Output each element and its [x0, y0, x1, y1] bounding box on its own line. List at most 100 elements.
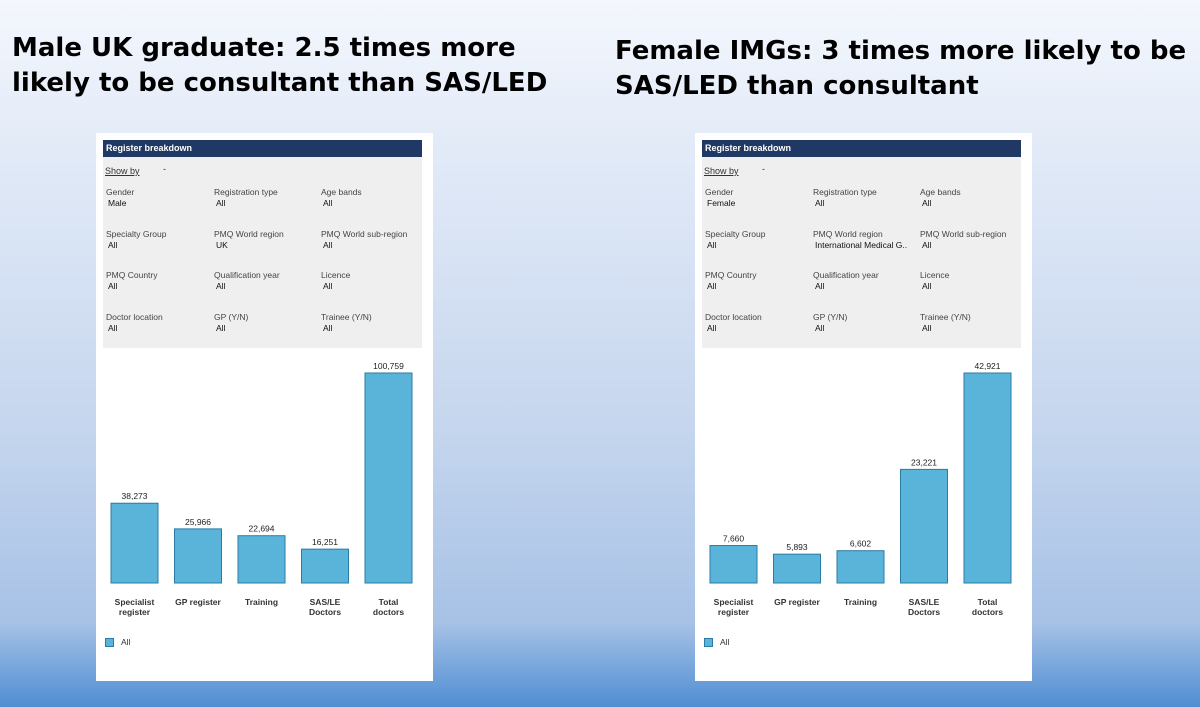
filter-label: PMQ World region: [214, 228, 284, 239]
legend-label: All: [720, 637, 730, 647]
filter-age-bands[interactable]: Age bands All: [318, 187, 422, 229]
filter-label: Doctor location: [106, 311, 163, 322]
bar-data-label: 16,251: [312, 537, 338, 547]
filter-specialty-group[interactable]: Specialty Group All: [103, 229, 211, 271]
bar-total-doctors[interactable]: [364, 372, 413, 584]
filter-registration-type[interactable]: Registration type All: [810, 187, 917, 229]
bar-training[interactable]: [237, 535, 286, 584]
bar-data-label: 100,759: [373, 361, 404, 371]
bar-data-label: 22,694: [249, 524, 275, 534]
filter-area: Show by - Gender Male Registration type Al…: [103, 157, 422, 348]
x-axis-category-label: SAS/LE: [909, 597, 940, 607]
bar-sas-le-doctors[interactable]: [301, 548, 349, 584]
legend-swatch: [105, 638, 114, 647]
show-by-label[interactable]: Show by: [704, 166, 739, 176]
filter-label: Specialty Group: [705, 228, 766, 239]
filter-label: Registration type: [813, 187, 877, 197]
filter-qualification-year[interactable]: Qualification year All: [810, 270, 917, 312]
filter-registration-type[interactable]: Registration type All: [211, 187, 318, 229]
filter-area: Show by - Gender Female Registration type…: [702, 157, 1021, 348]
left-slide-title: Male UK graduate: 2.5 times more likely …: [12, 33, 548, 98]
bar-gp-register[interactable]: [773, 553, 821, 584]
bar-total-doctors[interactable]: [963, 372, 1012, 584]
filter-value: Female: [707, 198, 736, 208]
filter-trainee[interactable]: Trainee (Y/N) All: [917, 312, 1021, 354]
filter-value: UK: [216, 239, 228, 250]
bar-data-label: 38,273: [122, 491, 148, 501]
bar-training[interactable]: [836, 550, 885, 584]
x-axis-category-label: register: [718, 607, 750, 617]
panel-header: Register breakdown: [702, 140, 1021, 157]
filter-pmq-country[interactable]: PMQ Country All: [103, 270, 211, 312]
filter-licence[interactable]: Licence All: [318, 270, 422, 312]
x-axis-category-label: Training: [844, 597, 877, 607]
filter-value: All: [815, 281, 825, 291]
filter-gp[interactable]: GP (Y/N) All: [211, 312, 318, 354]
filter-label: Licence: [321, 270, 351, 280]
bar-specialist-register[interactable]: [709, 545, 758, 584]
filter-gp[interactable]: GP (Y/N) All: [810, 312, 917, 354]
filter-grid: Gender Male Registration type All Age band…: [103, 187, 422, 353]
x-axis-category-label: doctors: [373, 607, 404, 617]
filter-label: Specialty Group: [106, 228, 167, 239]
filter-gender[interactable]: Gender Male: [103, 187, 211, 229]
bar-specialist-register[interactable]: [110, 502, 159, 584]
x-axis-category-label: Training: [245, 597, 278, 607]
filter-doctor-location[interactable]: Doctor location All: [702, 312, 810, 354]
filter-value: All: [323, 239, 333, 250]
filter-pmq-world-region[interactable]: PMQ World region International Medical G.…: [810, 229, 917, 271]
filter-label: Gender: [705, 187, 734, 197]
filter-pmq-world-sub-region[interactable]: PMQ World sub-region All: [318, 229, 422, 271]
filter-value: All: [922, 239, 932, 250]
filter-value: All: [108, 322, 118, 333]
filter-value: Male: [108, 198, 127, 208]
filter-value: All: [323, 322, 333, 333]
filter-label: Trainee (Y/N): [920, 311, 971, 322]
filter-value: All: [815, 198, 825, 208]
show-by-label[interactable]: Show by: [105, 166, 140, 176]
x-axis-category-label: Total: [978, 597, 998, 607]
filter-pmq-world-sub-region[interactable]: PMQ World sub-region All: [917, 229, 1021, 271]
filter-label: PMQ Country: [705, 270, 757, 280]
x-axis-category-label: Specialist: [115, 597, 155, 607]
show-by-value[interactable]: -: [163, 164, 166, 174]
filter-value: All: [216, 198, 226, 208]
filter-label: Age bands: [321, 187, 362, 197]
filter-label: Doctor location: [705, 311, 762, 322]
filter-value: All: [922, 322, 932, 333]
filter-doctor-location[interactable]: Doctor location All: [103, 312, 211, 354]
filter-value: All: [922, 281, 932, 291]
filter-label: GP (Y/N): [813, 311, 848, 322]
panel-header: Register breakdown: [103, 140, 422, 157]
filter-label: Licence: [920, 270, 950, 280]
filter-pmq-country[interactable]: PMQ Country All: [702, 270, 810, 312]
x-axis-category-label: Doctors: [908, 607, 940, 617]
register-breakdown-panel-female-img: Register breakdown Show by - Gender Femal…: [695, 133, 1032, 681]
filter-value: All: [216, 322, 226, 333]
filter-value: All: [707, 239, 717, 250]
filter-value: All: [108, 239, 118, 250]
bar-data-label: 42,921: [975, 361, 1001, 371]
filter-specialty-group[interactable]: Specialty Group All: [702, 229, 810, 271]
filter-gender[interactable]: Gender Female: [702, 187, 810, 229]
filter-value: All: [323, 281, 333, 291]
filter-trainee[interactable]: Trainee (Y/N) All: [318, 312, 422, 354]
filter-qualification-year[interactable]: Qualification year All: [211, 270, 318, 312]
x-axis-category-label: GP register: [774, 597, 820, 607]
filter-grid: Gender Female Registration type All Age ba…: [702, 187, 1021, 353]
bar-gp-register[interactable]: [174, 528, 222, 584]
filter-label: Qualification year: [813, 270, 879, 280]
filter-label: Qualification year: [214, 270, 280, 280]
filter-value: International Medical G..: [815, 239, 908, 250]
filter-licence[interactable]: Licence All: [917, 270, 1021, 312]
filter-pmq-world-region[interactable]: PMQ World region UK: [211, 229, 318, 271]
filter-age-bands[interactable]: Age bands All: [917, 187, 1021, 229]
bar-sas-le-doctors[interactable]: [900, 468, 948, 584]
filter-label: PMQ World sub-region: [321, 228, 408, 239]
x-axis-category-label: Doctors: [309, 607, 341, 617]
x-axis-category-label: doctors: [972, 607, 1003, 617]
show-by-value[interactable]: -: [762, 164, 765, 174]
bar-data-label: 25,966: [185, 517, 211, 527]
filter-value: All: [707, 281, 717, 291]
